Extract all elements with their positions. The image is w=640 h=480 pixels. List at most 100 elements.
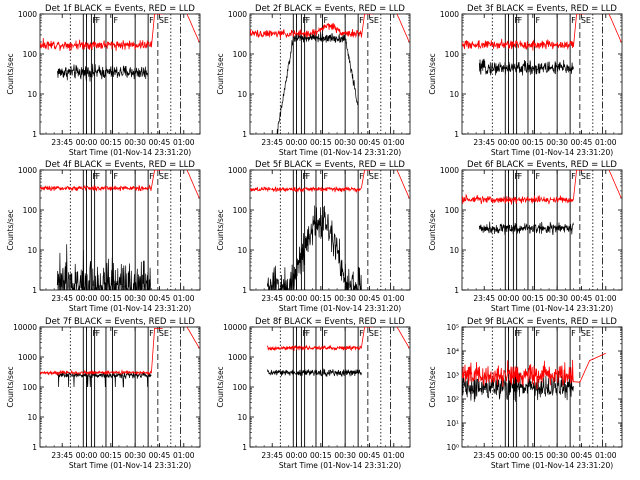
panel-title: Det 3f BLACK = Events, RED = LLD — [467, 4, 617, 14]
event-marker-label: SE — [581, 329, 591, 338]
event-marker-label: F — [149, 329, 154, 338]
panel-title: Det 4f BLACK = Events, RED = LLD — [45, 160, 195, 170]
y-tick-label: 100 — [233, 206, 248, 215]
plot-frame — [39, 13, 201, 135]
lld-tail-line — [396, 14, 410, 43]
events-series-line — [266, 205, 362, 290]
y-axis-label: Counts/sec — [6, 53, 15, 94]
y-tick-label: 1 — [454, 130, 459, 139]
x-tick-label: 00:30 — [546, 451, 568, 460]
y-tick-label: 100 — [445, 50, 460, 59]
event-marker-label: F — [359, 16, 364, 25]
y-tick-label: 10 — [27, 246, 37, 255]
x-tick-label: 00:30 — [546, 138, 568, 147]
panel-title: Det 2f BLACK = Events, RED = LLD — [255, 4, 405, 14]
x-axis-label: Start Time (01-Nov-14 23:31:20) — [279, 461, 401, 470]
lld-series-line — [462, 352, 606, 390]
lld-tail-line — [186, 14, 200, 43]
x-axis-label: Start Time (01-Nov-14 23:31:20) — [279, 304, 401, 313]
x-tick-label: 01:00 — [383, 451, 405, 460]
lld-series-line — [40, 14, 163, 51]
x-tick-label: 01:00 — [383, 294, 405, 303]
lld-tail-line — [186, 170, 200, 199]
lld-series-line — [40, 170, 163, 192]
detector-panel-2: Det 2f BLACK = Events, RED = LLD 1 10 100 10… — [216, 4, 411, 157]
events-series-line — [266, 368, 362, 377]
detector-panel-4: Det 4f BLACK = Events, RED = LLD 1 10 100 10… — [6, 160, 201, 313]
lld-series-line — [250, 14, 373, 39]
detector-panel-6: Det 6f BLACK = Events, RED = LLD 1 10 100 10… — [428, 160, 623, 313]
y-tick-label: 100 — [445, 206, 460, 215]
x-tick-label: 00:30 — [546, 294, 568, 303]
y-tick-label: 100 — [23, 206, 38, 215]
x-tick-label: 00:00 — [286, 138, 308, 147]
plot-frame — [39, 326, 201, 448]
lld-series-line — [250, 170, 373, 194]
x-tick-label: 00:15 — [522, 138, 544, 147]
x-tick-label: 23:45 — [473, 138, 495, 147]
event-marker-label: SE — [159, 329, 169, 338]
y-tick-label: 1000 — [440, 10, 459, 19]
x-axis-label: Start Time (01-Nov-14 23:31:20) — [69, 461, 191, 470]
x-tick-label: 00:15 — [522, 451, 544, 460]
y-tick-label: 10 — [237, 90, 247, 99]
y-axis-label: Counts/sec — [6, 209, 15, 250]
plot-frame — [249, 13, 411, 135]
events-series-line — [56, 244, 152, 290]
y-tick-label: 100 — [23, 383, 38, 392]
x-tick-label: 01:00 — [173, 451, 195, 460]
event-marker-label: SE — [581, 16, 591, 25]
x-axis-label: Start Time (01-Nov-14 23:31:20) — [69, 304, 191, 313]
event-marker-label: SE — [159, 172, 169, 181]
y-tick-label: 1 — [242, 443, 247, 452]
event-marker-label: F — [518, 16, 523, 25]
event-marker-label: F — [535, 16, 540, 25]
lld-tail-line — [186, 327, 200, 349]
event-marker-label: F — [149, 172, 154, 181]
y-tick-label: 10² — [446, 395, 459, 404]
event-marker-label: SE — [159, 16, 169, 25]
y-tick-label: 1 — [32, 443, 37, 452]
x-axis-label: Start Time (01-Nov-14 23:31:20) — [491, 148, 613, 157]
y-tick-label: 10¹ — [446, 419, 459, 428]
x-tick-label: 00:30 — [124, 138, 146, 147]
event-marker-label: F — [571, 16, 576, 25]
y-tick-label: 10 — [27, 413, 37, 422]
lld-tail-line — [396, 170, 410, 199]
y-tick-label: 1000 — [440, 166, 459, 175]
event-marker-label: F — [96, 329, 101, 338]
detector-panel-9: Det 9f BLACK = Events, RED = LLD 10⁰ 10¹ 10… — [428, 317, 623, 470]
lld-series-line — [40, 327, 163, 377]
x-tick-label: 00:00 — [286, 451, 308, 460]
y-tick-label: 1000 — [228, 166, 247, 175]
y-axis-label: Counts/sec — [216, 366, 225, 407]
x-tick-label: 23:45 — [51, 451, 73, 460]
x-axis-label: Start Time (01-Nov-14 23:31:20) — [279, 148, 401, 157]
event-marker-label: F — [113, 172, 118, 181]
y-tick-label: 10 — [449, 90, 459, 99]
y-tick-label: 10⁰ — [446, 443, 459, 452]
event-marker-label: F — [306, 329, 311, 338]
event-marker-label: F — [571, 329, 576, 338]
x-tick-label: 00:30 — [334, 138, 356, 147]
x-tick-label: 00:00 — [286, 294, 308, 303]
event-marker-label: SE — [369, 172, 379, 181]
x-tick-label: 23:45 — [473, 294, 495, 303]
x-tick-label: 00:15 — [100, 138, 122, 147]
x-tick-label: 23:45 — [261, 294, 283, 303]
x-tick-label: 01:00 — [595, 451, 617, 460]
y-tick-label: 10 — [27, 90, 37, 99]
events-series-line — [56, 63, 149, 82]
x-axis-label: Start Time (01-Nov-14 23:31:20) — [491, 304, 613, 313]
y-tick-label: 1 — [32, 286, 37, 295]
x-tick-label: 00:45 — [571, 451, 593, 460]
events-series-line — [462, 370, 574, 402]
plot-frame — [249, 169, 411, 291]
x-tick-label: 01:00 — [595, 138, 617, 147]
x-tick-label: 01:00 — [595, 294, 617, 303]
y-tick-label: 100 — [233, 383, 248, 392]
y-axis-label: Counts/sec — [428, 366, 437, 407]
event-marker-label: F — [535, 329, 540, 338]
events-series-line — [478, 221, 574, 236]
